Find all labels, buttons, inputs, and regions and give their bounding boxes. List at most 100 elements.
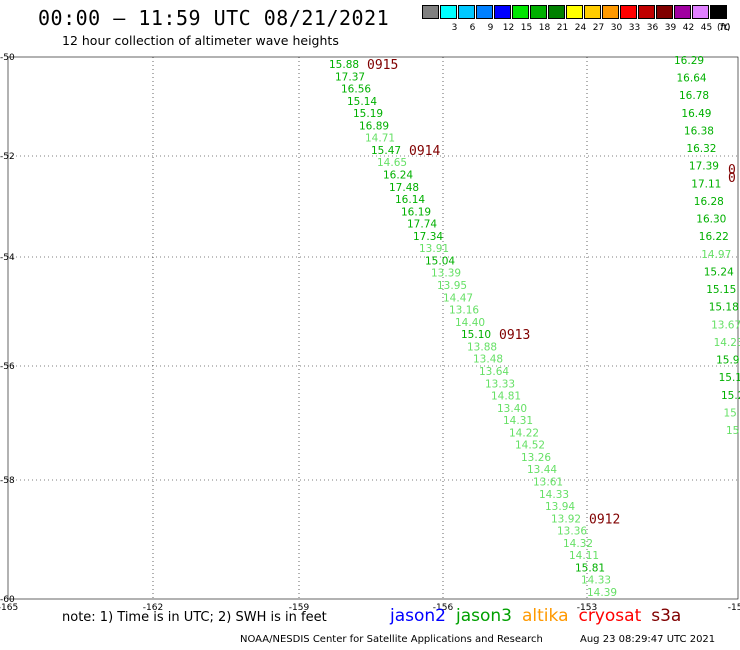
swh-value: 16.14 (395, 194, 425, 206)
swh-value: 17.74 (407, 219, 437, 231)
legend-unit: (ft) (717, 23, 731, 33)
satellite-name: cryosat (578, 606, 642, 626)
swh-value: 16.49 (681, 108, 711, 120)
swh-value: 16.38 (684, 126, 714, 138)
swh-value: 13.95 (437, 280, 467, 292)
swh-value: 16.78 (679, 90, 709, 102)
longitude-labels: -165 -162 -159 -156 -153 -150 (0, 603, 740, 613)
track-time-label: 0912 (589, 512, 620, 527)
legend-label: 42 (682, 23, 695, 33)
map-subtitle: 12 hour collection of altimeter wave hei… (62, 33, 339, 48)
lat-tick-label: -54 (0, 253, 15, 263)
swh-value: 13.94 (545, 501, 575, 513)
legend-swatch (602, 5, 619, 19)
latitude-labels: -50 -52 -54 -56 -58 -60 (0, 53, 15, 605)
legend-swatch (548, 5, 565, 19)
legend-swatch (530, 5, 547, 19)
legend-label: 30 (610, 23, 623, 33)
lon-tick-label: -165 (0, 603, 18, 613)
swh-value: 15 (726, 425, 739, 437)
track-time-label: 0913 (499, 328, 530, 343)
swh-value: 13.33 (485, 378, 515, 390)
track-time-label: 0 (728, 171, 736, 186)
swh-value: 15.19 (353, 108, 383, 120)
satellite-name: s3a (651, 606, 682, 626)
swh-value: 13.16 (449, 305, 479, 317)
swh-value: 13.39 (431, 268, 461, 280)
swh-value: 14.40 (455, 317, 485, 329)
swh-value: 16.19 (401, 206, 431, 218)
lat-tick-label: -50 (0, 53, 15, 63)
map-frame (7, 56, 739, 600)
legend-swatch (584, 5, 601, 19)
swh-value: 14.65 (377, 157, 407, 169)
swh-value: 14.52 (515, 440, 545, 452)
legend-label: 12 (502, 23, 515, 33)
legend-swatch (440, 5, 457, 19)
legend-label: 6 (469, 23, 476, 33)
swh-value: 14.31 (503, 415, 533, 427)
swh-value: 15.04 (425, 256, 455, 268)
swh-value: 17.11 (691, 178, 721, 190)
lon-tick-label: -162 (143, 603, 163, 613)
legend-swatch (692, 5, 709, 19)
swh-value: 13.92 (551, 513, 581, 525)
swh-value: 15.13 (719, 372, 740, 384)
legend-swatch (620, 5, 637, 19)
footer-note: note: 1) Time is in UTC; 2) SWH is in fe… (62, 610, 327, 625)
swh-value: 13.67 (711, 319, 740, 331)
altimeter-track-main: 15.8817.3716.5615.1415.1916.8914.7115.47… (329, 58, 620, 599)
swh-value: 15.14 (347, 96, 377, 108)
satellite-legend: jason2 jason3 altika cryosat s3a (390, 606, 691, 626)
swh-value: 14.11 (569, 550, 599, 562)
legend-swatch (476, 5, 493, 19)
lon-tick-label: -153 (577, 603, 597, 613)
altimeter-track-right: 16.29 16.64 16.78 16.49 16.38 16.32 17.39 17.11… (674, 55, 740, 437)
legend-label: 18 (538, 23, 551, 33)
swh-value: 13.48 (473, 354, 503, 366)
swh-value: 15.2 (721, 390, 740, 402)
swh-value: 15.81 (575, 562, 605, 574)
swh-value: 15 (724, 407, 737, 419)
legend-swatch (458, 5, 475, 19)
swh-value: 15.18 (709, 302, 739, 314)
swh-value: 14.97 (701, 249, 731, 261)
lat-tick-label: -60 (0, 595, 15, 605)
swh-value: 15.15 (706, 284, 736, 296)
legend-label: 33 (628, 23, 641, 33)
legend-label: 70 (718, 23, 731, 33)
swh-value: 17.37 (335, 71, 365, 83)
legend-swatch (656, 5, 673, 19)
swh-value: 17.34 (413, 231, 443, 243)
swh-value: 16.64 (677, 73, 707, 85)
swh-value: 13.64 (479, 366, 509, 378)
legend-swatch (710, 5, 727, 19)
swh-value: 14.39 (587, 587, 617, 599)
legend-swatch (674, 5, 691, 19)
swh-value: 14.33 (539, 489, 569, 501)
legend-label: 24 (574, 23, 587, 33)
swh-value: 13.36 (557, 526, 587, 538)
swh-value: 13.91 (419, 243, 449, 255)
lon-tick-label: -150 (728, 603, 740, 613)
lon-tick-label: -156 (433, 603, 454, 613)
legend-swatch (566, 5, 583, 19)
map-title: 00:00 – 11:59 UTC 08/21/2021 (38, 6, 390, 30)
swh-value: 15.94 (716, 355, 740, 367)
swh-value: 16.30 (696, 214, 726, 226)
legend-label: 36 (646, 23, 659, 33)
swh-value: 14.32 (563, 538, 593, 550)
swh-value: 14.71 (365, 133, 395, 145)
track-time-label: 0 (728, 163, 736, 178)
swh-value: 14.81 (491, 391, 521, 403)
satellite-name: jason3 (456, 606, 512, 626)
swh-value: 16.28 (694, 196, 724, 208)
swh-value: 14.33 (581, 575, 611, 587)
legend-swatch (422, 5, 439, 19)
swh-value: 13.44 (527, 464, 557, 476)
swh-value: 17.48 (389, 182, 419, 194)
swh-value: 16.32 (686, 143, 716, 155)
footer-credit: NOAA/NESDIS Center for Satellite Applica… (240, 634, 543, 645)
legend-swatch (512, 5, 529, 19)
lat-tick-label: -52 (0, 152, 15, 162)
